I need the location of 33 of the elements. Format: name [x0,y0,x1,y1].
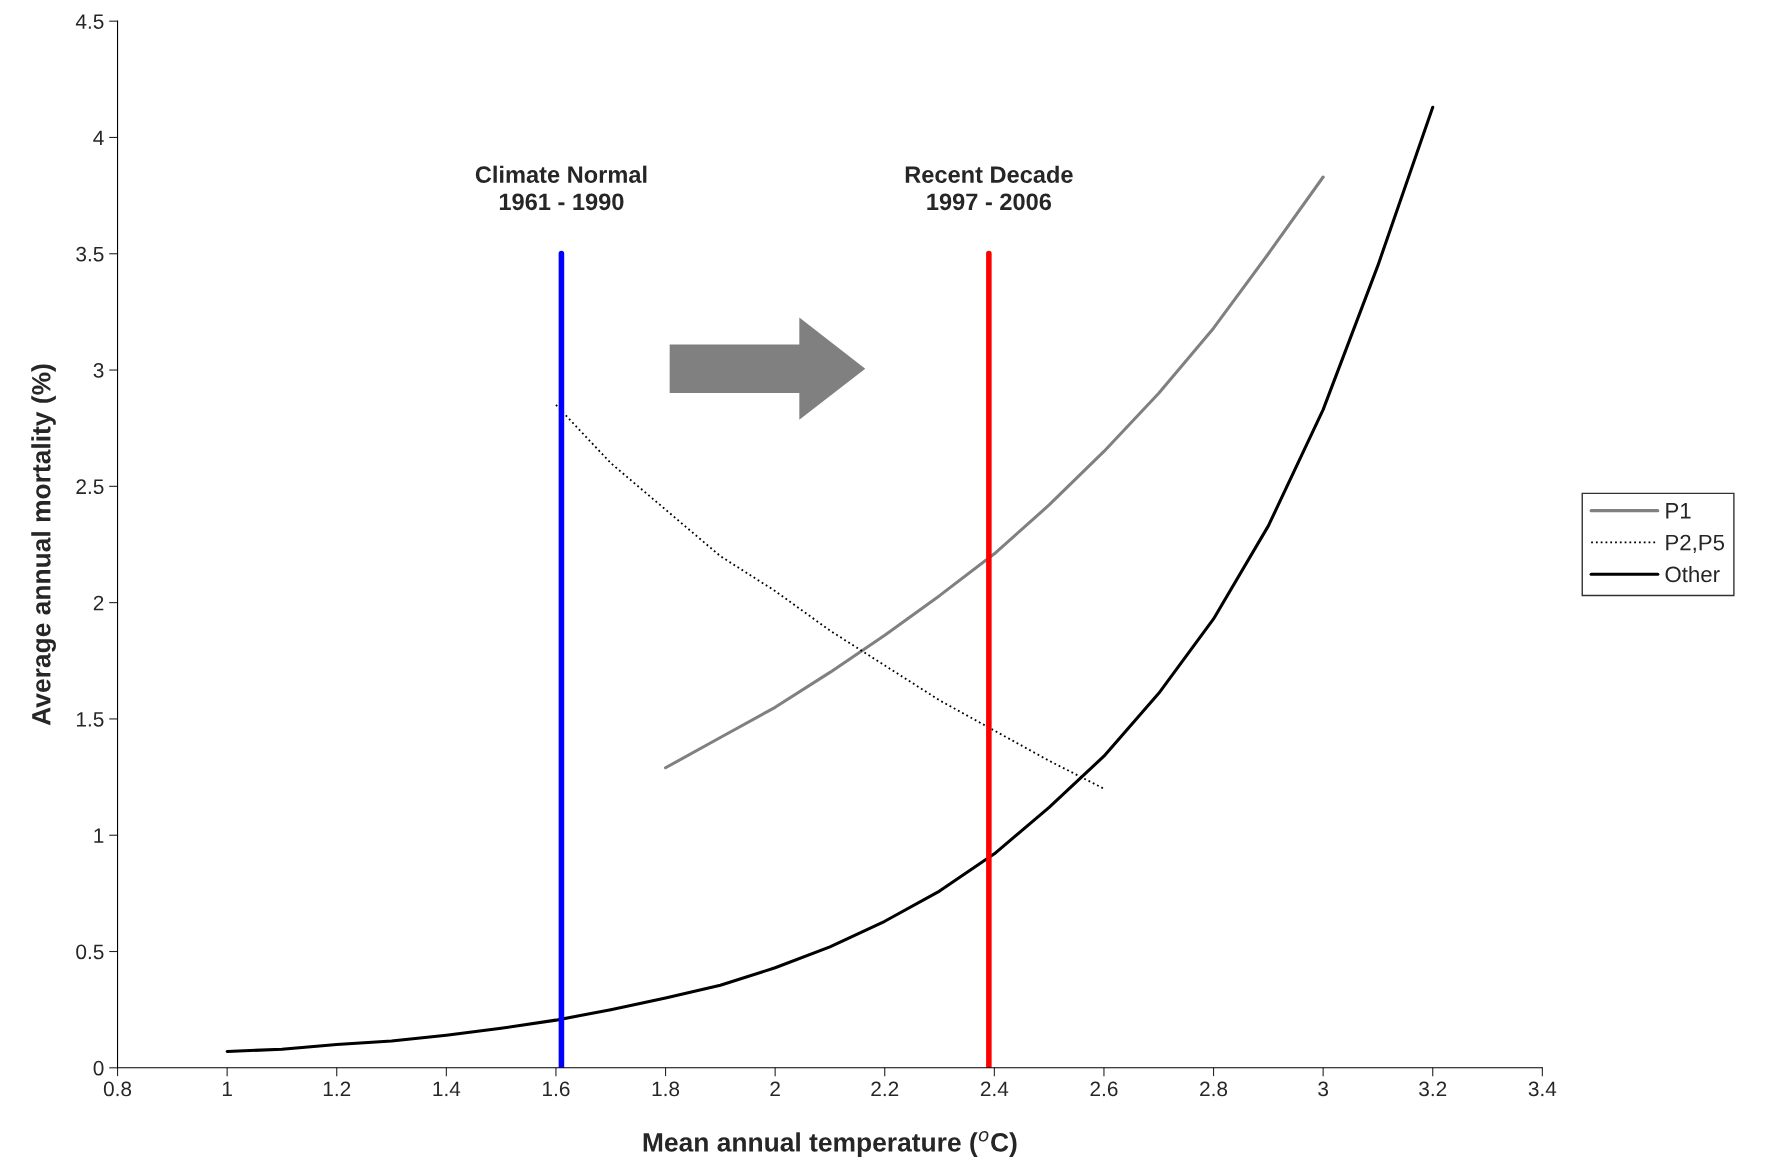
x-tick-label: 2.4 [980,1081,1009,1097]
y-tick-label: 1.5 [76,712,104,727]
y-tick-label: 2.5 [76,479,104,495]
legend-label: Other [1665,565,1720,583]
x-tick-label: 3 [1318,1081,1329,1097]
x-tick-label: 0.8 [103,1081,132,1097]
ref-line-label: Recent Decade 1997 - 2006 [905,165,1073,211]
line-series [555,404,1105,790]
y-tick-label: 2 [93,595,104,611]
x-tick-label: 1.6 [543,1081,570,1097]
x-tick-label: 3.2 [1419,1081,1447,1097]
x-tick-label: 1.2 [323,1081,351,1097]
x-tick-label: 3.4 [1528,1081,1557,1097]
y-axis-title: Average annual mortality (%) [31,364,56,726]
y-tick-label: 3 [93,363,104,378]
y-tick-label: 1 [94,828,104,843]
x-axis-title: Mean annual temperature ($^{o}$C) [643,1130,1017,1157]
line-series [225,105,1435,1054]
x-tick-label: 2.8 [1200,1081,1228,1097]
x-tick-label: 2.2 [871,1081,899,1097]
x-tick-label: 1.4 [433,1081,461,1097]
x-tick-label: 2.6 [1090,1081,1118,1097]
x-tick-label: 1.8 [652,1081,680,1097]
y-tick-label: 4 [93,130,104,146]
y-tick-label: 0.5 [76,944,104,960]
legend-label: P2,P5 [1666,534,1725,554]
legend-label: P1 [1666,503,1691,519]
x-tick-label: 2 [770,1081,780,1097]
y-tick-label: 4.5 [75,14,104,29]
x-tick-label: 1 [222,1081,232,1097]
ref-line-label: Climate Normal 1961 - 1990 [475,165,647,211]
y-tick-label: 0 [93,1060,104,1076]
y-tick-label: 3.5 [76,246,104,262]
